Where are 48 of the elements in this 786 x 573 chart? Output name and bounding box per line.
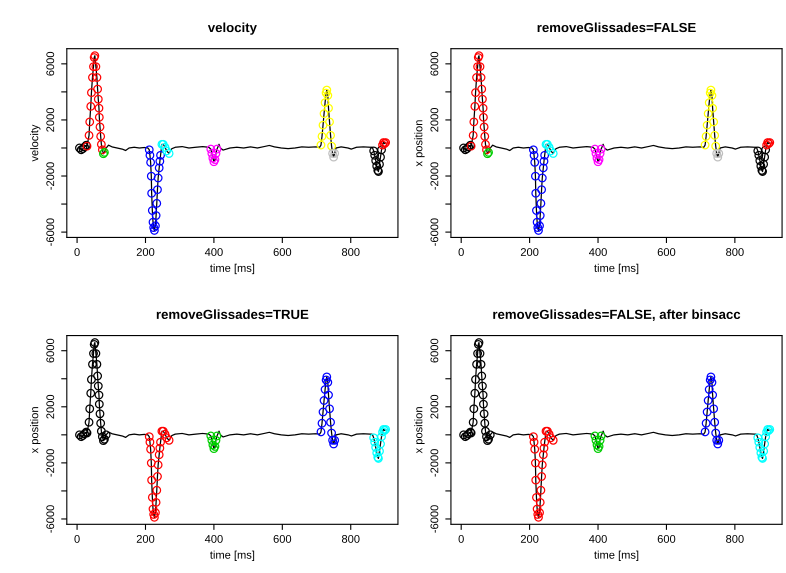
x-tick-label: 200 [520, 535, 538, 543]
x-tick-label: 200 [136, 535, 154, 543]
y-tick-label: 2000 [430, 108, 438, 132]
y-tick-label: 6000 [46, 52, 54, 76]
x-axis-title: time [ms] [210, 550, 254, 561]
x-tick-label: 800 [726, 248, 744, 256]
chart-title: removeGlissades=FALSE, after binsacc [493, 309, 740, 321]
x-tick-label: 600 [658, 535, 676, 543]
x-tick-label: 0 [74, 535, 80, 543]
y-tick-label: 6000 [430, 52, 438, 76]
y-tick-label: -2000 [430, 449, 438, 477]
x-tick-label: 0 [74, 248, 80, 256]
y-axis-title: x position [30, 407, 40, 454]
x-tick-label: 400 [589, 248, 607, 256]
y-tick-label: -2000 [46, 449, 54, 477]
chart-title: velocity [208, 22, 257, 35]
x-axis-title: time [ms] [594, 550, 638, 561]
y-axis-title: velocity [30, 124, 40, 162]
chart-title: removeGlissades=TRUE [156, 309, 308, 320]
x-axis-title: time [ms] [210, 264, 254, 274]
x-tick-label: 400 [204, 248, 223, 256]
y-tick-label: 6000 [430, 338, 438, 363]
y-tick-label: -2000 [46, 162, 54, 190]
x-tick-label: 400 [589, 535, 607, 543]
x-tick-label: 400 [204, 535, 223, 543]
x-tick-label: 600 [274, 535, 292, 543]
x-tick-label: 0 [458, 535, 464, 543]
y-tick-label: -6000 [430, 505, 438, 533]
y-tick-label: -2000 [430, 162, 438, 190]
x-tick-label: 800 [342, 248, 360, 256]
x-tick-label: 200 [520, 248, 538, 256]
x-tick-label: 800 [342, 535, 360, 543]
y-tick-label: 2000 [46, 108, 54, 132]
x-tick-label: 0 [458, 248, 464, 256]
x-tick-label: 600 [658, 248, 676, 256]
x-tick-label: 200 [136, 248, 154, 256]
x-axis-title: time [ms] [594, 264, 638, 274]
y-tick-label: -6000 [46, 505, 54, 533]
x-tick-label: 800 [726, 535, 744, 543]
y-tick-label: 2000 [430, 394, 438, 419]
y-axis-title: x position [414, 407, 425, 454]
y-tick-label: 6000 [46, 338, 54, 363]
y-tick-label: -6000 [430, 218, 438, 246]
y-axis-title: x position [414, 120, 425, 166]
y-tick-label: -6000 [46, 218, 54, 246]
chart-title: removeGlissades=FALSE [538, 22, 696, 32]
y-tick-label: 2000 [46, 394, 54, 419]
x-tick-label: 600 [274, 248, 292, 256]
